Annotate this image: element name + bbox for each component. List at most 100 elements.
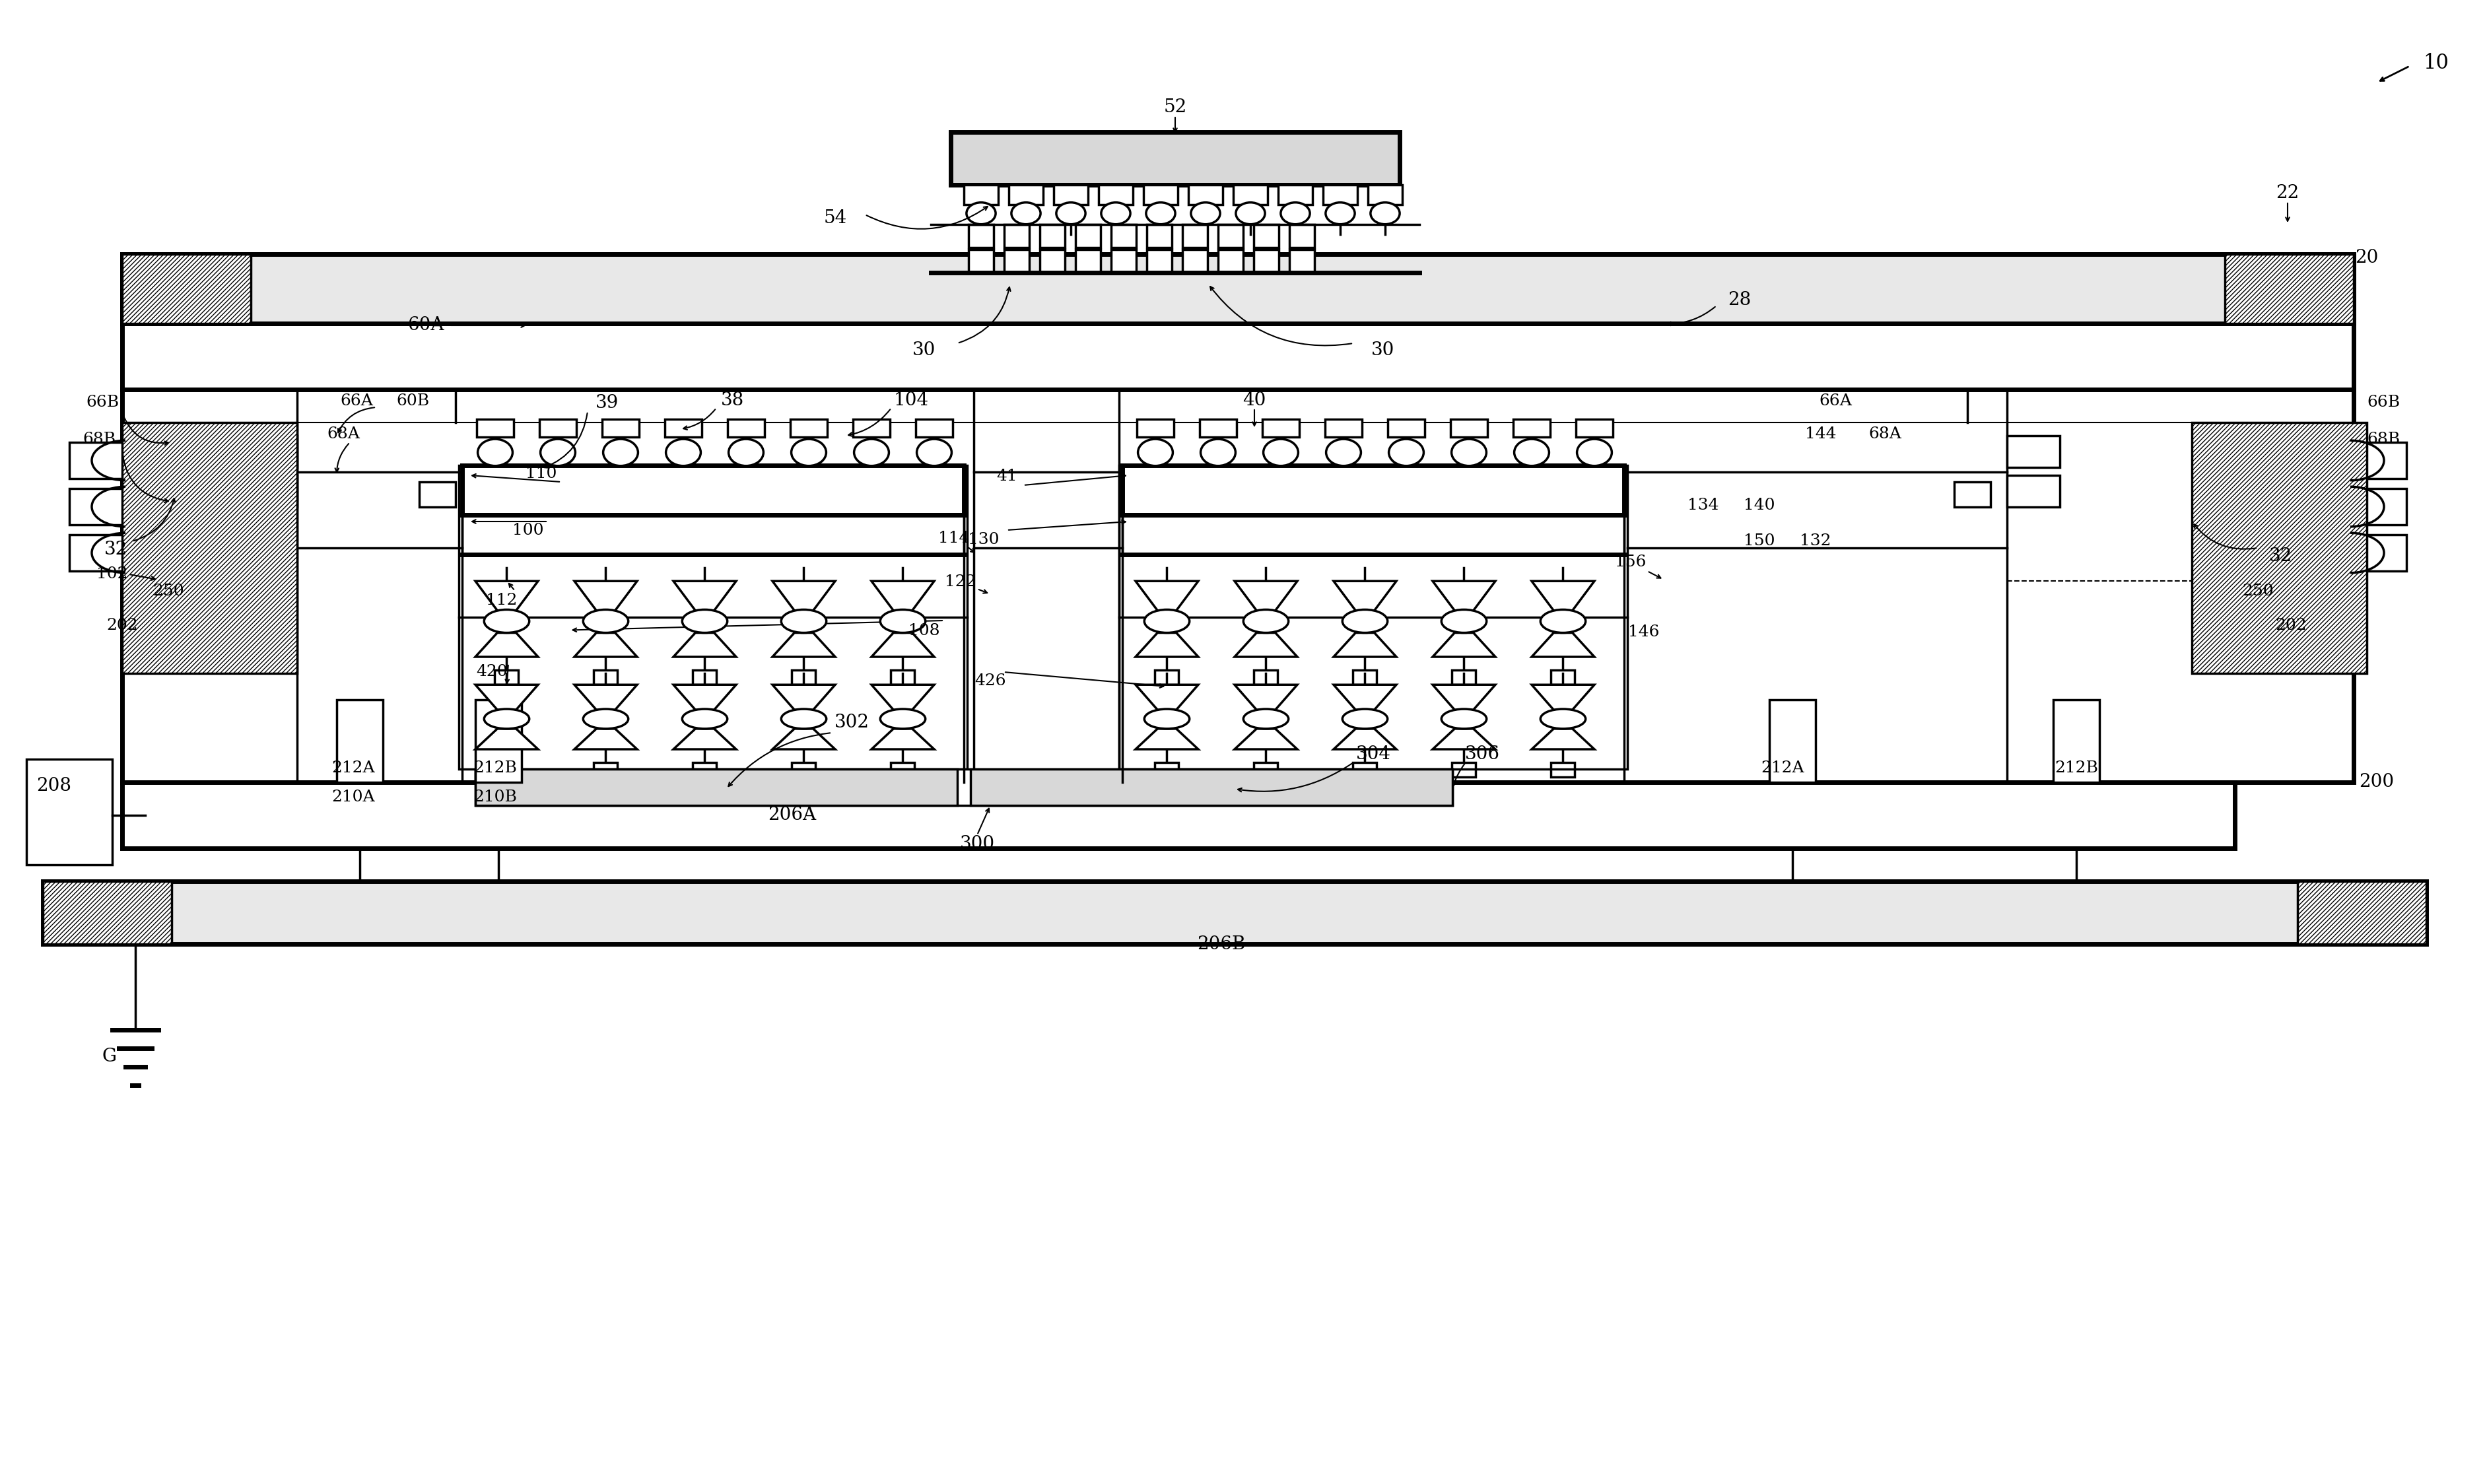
Polygon shape [1136, 729, 1198, 749]
Bar [42, 881, 2425, 944]
Ellipse shape [1325, 202, 1354, 224]
Text: 302: 302 [835, 714, 870, 732]
Ellipse shape [790, 439, 825, 466]
Bar [1218, 224, 1242, 248]
Ellipse shape [1541, 610, 1585, 632]
Bar [1451, 671, 1476, 684]
Text: 300: 300 [959, 834, 994, 853]
Text: 32: 32 [2269, 548, 2294, 565]
Text: 146: 146 [1628, 625, 1660, 640]
Bar [244, 436, 298, 467]
Bar [1290, 249, 1315, 273]
Bar [1076, 224, 1101, 248]
Ellipse shape [1342, 610, 1387, 632]
Bar [2053, 700, 2100, 782]
Polygon shape [872, 582, 934, 610]
Bar [495, 763, 519, 778]
Bar [1575, 418, 1613, 436]
Polygon shape [1235, 582, 1297, 610]
Text: 41: 41 [996, 469, 1016, 484]
Polygon shape [1531, 632, 1595, 657]
Bar [1156, 671, 1178, 684]
Polygon shape [1434, 632, 1496, 657]
Bar [1218, 249, 1242, 273]
Ellipse shape [1143, 610, 1190, 632]
Bar [462, 466, 964, 515]
Text: 108: 108 [910, 623, 939, 638]
Bar [1039, 224, 1066, 248]
Polygon shape [1334, 582, 1397, 610]
Polygon shape [574, 582, 636, 610]
Bar [1039, 249, 1066, 273]
Ellipse shape [477, 439, 512, 466]
Polygon shape [1434, 729, 1496, 749]
Text: 68A: 68A [328, 427, 360, 442]
Ellipse shape [780, 610, 828, 632]
Ellipse shape [1200, 439, 1235, 466]
Text: 114: 114 [939, 530, 969, 546]
Text: 60B: 60B [395, 393, 430, 408]
Bar [1143, 186, 1178, 205]
Bar [1551, 671, 1575, 684]
Text: 130: 130 [969, 531, 999, 548]
Polygon shape [872, 684, 934, 709]
Ellipse shape [1280, 202, 1310, 224]
Bar [122, 423, 298, 674]
Bar [1255, 249, 1280, 273]
Text: 156: 156 [1615, 555, 1648, 570]
Text: 52: 52 [1163, 99, 1188, 117]
Ellipse shape [1056, 202, 1086, 224]
Bar [1146, 249, 1173, 273]
Polygon shape [673, 632, 736, 657]
Bar [892, 763, 914, 778]
Text: 132: 132 [1799, 534, 1831, 549]
Bar [964, 186, 999, 205]
Ellipse shape [880, 610, 924, 632]
Bar [1233, 186, 1267, 205]
Bar [122, 254, 251, 324]
Ellipse shape [1190, 202, 1220, 224]
Polygon shape [1531, 684, 1595, 709]
Text: 10: 10 [2423, 52, 2450, 73]
Text: 202: 202 [107, 619, 137, 634]
Polygon shape [574, 632, 636, 657]
Bar [2224, 254, 2353, 324]
Ellipse shape [666, 439, 701, 466]
Text: 38: 38 [721, 392, 746, 410]
Bar [539, 418, 577, 436]
Polygon shape [475, 729, 539, 749]
Polygon shape [1136, 684, 1198, 709]
Polygon shape [1334, 684, 1397, 709]
Text: 66B: 66B [2366, 395, 2401, 410]
Bar [914, 418, 952, 436]
Ellipse shape [1101, 202, 1131, 224]
Text: 112: 112 [487, 594, 517, 608]
Bar [122, 254, 2353, 324]
Ellipse shape [584, 610, 629, 632]
Bar [122, 254, 2353, 782]
Polygon shape [1531, 582, 1595, 610]
Text: 54: 54 [823, 209, 847, 227]
Bar [728, 418, 765, 436]
Ellipse shape [1541, 709, 1585, 729]
Ellipse shape [780, 709, 828, 729]
Text: 100: 100 [512, 522, 544, 537]
Text: 150: 150 [1744, 534, 1774, 549]
Polygon shape [1136, 632, 1198, 657]
Polygon shape [773, 684, 835, 709]
Bar [952, 132, 1399, 186]
Text: 32: 32 [104, 542, 127, 559]
Bar [70, 534, 124, 571]
Bar [1255, 671, 1277, 684]
Bar [244, 475, 298, 508]
Bar [594, 671, 619, 684]
Bar [2351, 534, 2405, 571]
Text: 250: 250 [2241, 583, 2274, 598]
Bar [1183, 224, 1208, 248]
Bar [1076, 249, 1101, 273]
Polygon shape [872, 729, 934, 749]
Bar [793, 671, 815, 684]
Text: 60A: 60A [408, 316, 445, 334]
Bar [790, 418, 828, 436]
Bar [475, 769, 1451, 806]
